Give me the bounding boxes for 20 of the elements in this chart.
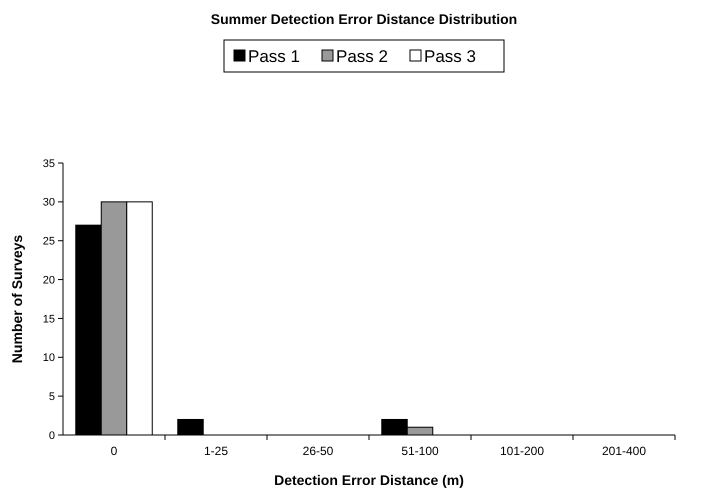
y-tick-label: 35	[42, 158, 55, 170]
y-tick-label: 15	[42, 313, 55, 326]
y-tick-label: 0	[48, 430, 55, 442]
x-tick-label: 26-50	[302, 444, 334, 458]
x-tick-label: 0	[110, 444, 118, 458]
y-axis-title: Number of Surveys	[9, 234, 25, 364]
y-tick-label: 10	[42, 352, 55, 364]
legend-label: Pass 3	[424, 46, 476, 66]
y-tick-label: 20	[42, 274, 55, 286]
y-tick-label: 25	[42, 236, 55, 248]
y-tick-label: 30	[42, 196, 55, 209]
y-tick-label: 5	[48, 390, 55, 403]
chart-title: Summer Detection Error Distance Distribution	[210, 11, 518, 27]
x-tick-label: 201-400	[602, 444, 646, 458]
x-tick-label: 51-100	[401, 444, 440, 458]
legend-label: Pass 2	[336, 46, 388, 66]
x-tick-label: 1-25	[204, 444, 228, 458]
legend-label: Pass 1	[248, 46, 300, 66]
x-axis-title: Detection Error Distance (m)	[274, 472, 464, 488]
x-tick-label: 101-200	[500, 444, 544, 458]
